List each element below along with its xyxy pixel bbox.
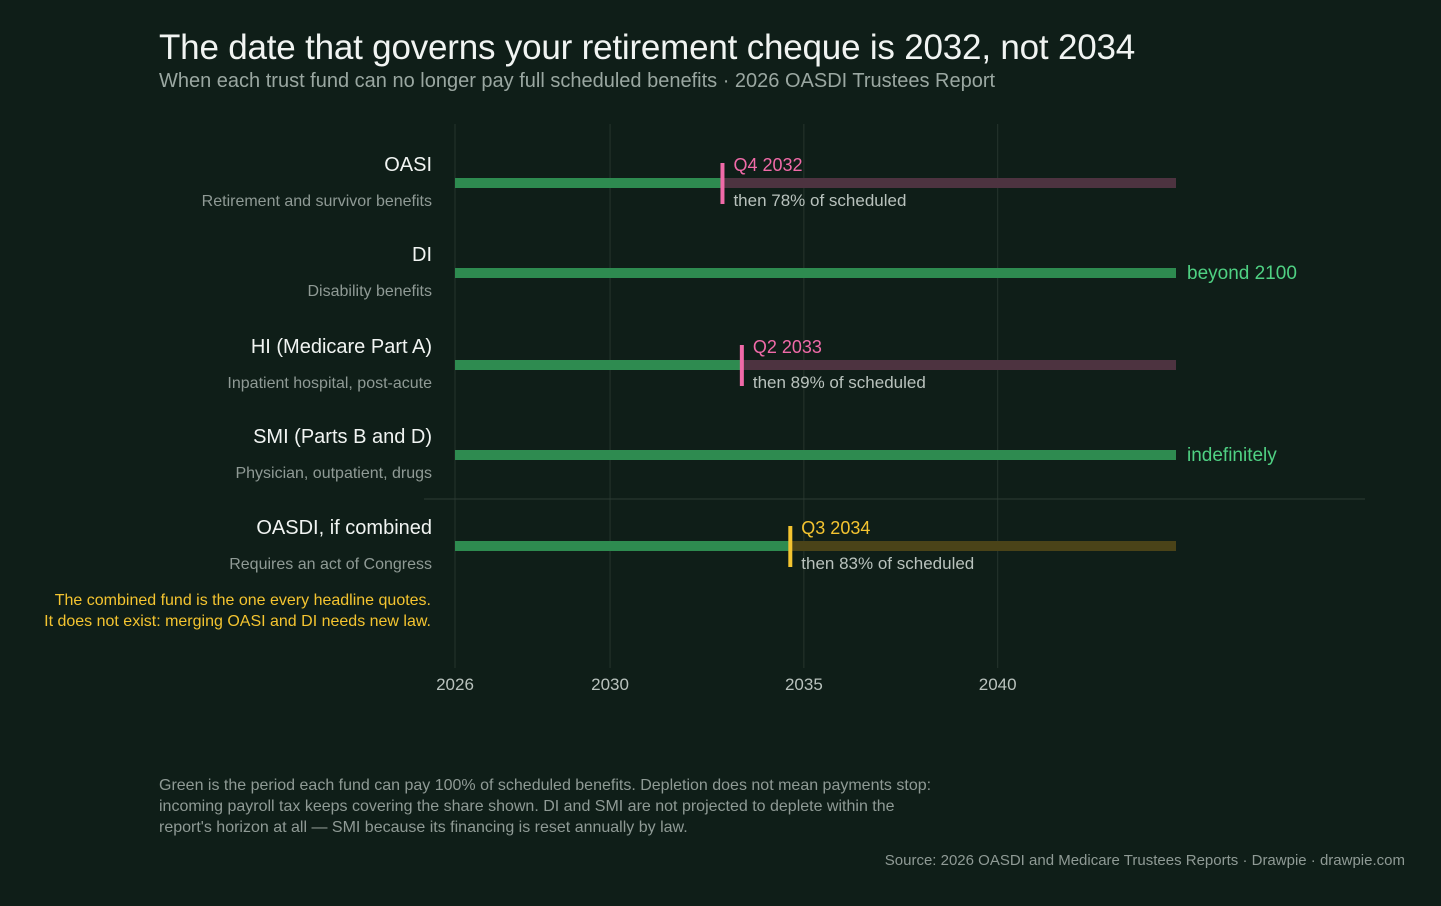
chart-title: The date that governs your retirement ch…	[159, 28, 1136, 67]
tick-label-2026: 2026	[436, 675, 474, 694]
row-label-smi-parts-b-and-d: SMI (Parts B and D)	[253, 426, 432, 448]
footnote: Green is the period each fund can pay 10…	[159, 777, 932, 836]
after-label-oasi: then 78% of scheduled	[733, 191, 906, 210]
end-label-smi-parts-b-and-d: indefinitely	[1187, 445, 1277, 466]
after-label-oasdi-if-combined: then 83% of scheduled	[801, 554, 974, 573]
full-benefit-bar-oasi	[455, 178, 723, 188]
depletion-label-oasdi-if-combined: Q3 2034	[801, 518, 870, 538]
depletion-label-hi-medicare-part-a: Q2 2033	[753, 337, 822, 357]
full-benefit-bar-oasdi-if-combined	[455, 541, 791, 551]
depletion-marker-hi-medicare-part-a	[739, 345, 744, 386]
full-benefit-bar-di	[455, 268, 1176, 278]
annotation-line-1: The combined fund is the one every headl…	[55, 592, 431, 609]
row-desc-oasi: Retirement and survivor benefits	[202, 193, 432, 210]
source-credit: Source: 2026 OASDI and Medicare Trustees…	[884, 852, 1405, 869]
reduced-benefit-bar-oasi	[722, 178, 1176, 188]
row-label-hi-medicare-part-a: HI (Medicare Part A)	[251, 336, 432, 358]
tick-label-2035: 2035	[785, 675, 823, 694]
row-desc-oasdi-if-combined: Requires an act of Congress	[229, 556, 432, 573]
reduced-benefit-bar-hi-medicare-part-a	[741, 360, 1176, 370]
row-desc-di: Disability benefits	[308, 283, 433, 300]
reduced-benefit-bar-oasdi-if-combined	[790, 541, 1176, 551]
row-desc-hi-medicare-part-a: Inpatient hospital, post-acute	[227, 375, 432, 392]
row-label-oasi: OASI	[384, 154, 432, 176]
full-benefit-bar-smi-parts-b-and-d	[455, 450, 1176, 460]
depletion-marker-oasdi-if-combined	[788, 526, 793, 567]
depletion-marker-oasi	[720, 163, 725, 204]
depletion-label-oasi: Q4 2032	[733, 155, 802, 175]
annotation-line-2: It does not exist: merging OASI and DI n…	[44, 613, 431, 630]
tick-label-2030: 2030	[591, 675, 629, 694]
row-label-di: DI	[412, 244, 432, 266]
after-label-hi-medicare-part-a: then 89% of scheduled	[753, 373, 926, 392]
full-benefit-bar-hi-medicare-part-a	[455, 360, 742, 370]
row-label-oasdi-if-combined: OASDI, if combined	[256, 517, 432, 539]
tick-label-2040: 2040	[979, 675, 1017, 694]
end-label-di: beyond 2100	[1187, 263, 1297, 284]
row-desc-smi-parts-b-and-d: Physician, outpatient, drugs	[235, 465, 432, 482]
chart-subtitle: When each trust fund can no longer pay f…	[159, 70, 996, 92]
